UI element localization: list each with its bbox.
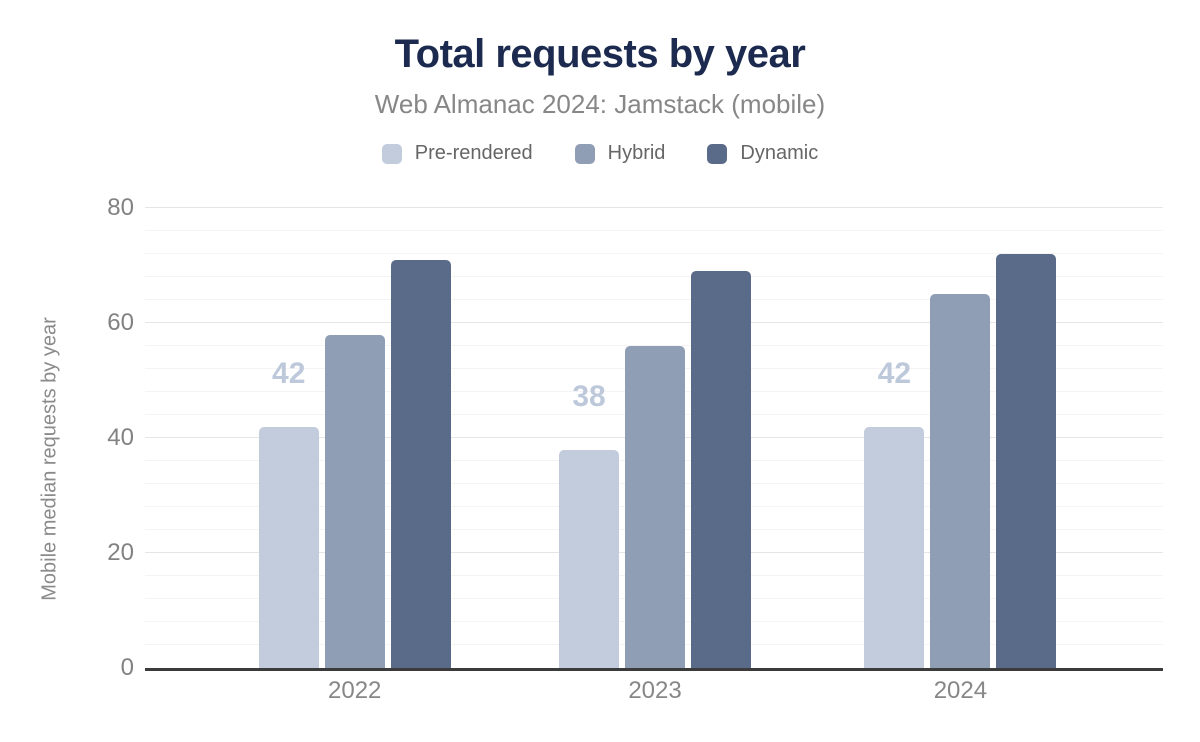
bar-pre-rendered-2024: [864, 426, 925, 668]
chart-title: Total requests by year: [394, 32, 806, 76]
y-tick-label-0: 0: [120, 654, 134, 681]
bar-hybrid-2024: [930, 294, 991, 668]
y-tick-label-20: 20: [107, 539, 134, 566]
y-tick-label-40: 40: [107, 424, 134, 451]
value-label-2024: 42: [877, 356, 912, 390]
legend-item-hybrid[interactable]: Hybrid: [574, 142, 666, 165]
legend-swatch-dynamic-icon: [707, 143, 728, 164]
bar-dynamic-2022: [390, 259, 451, 668]
gridline-minor-56: [145, 345, 1163, 346]
value-label-2023: 38: [572, 379, 606, 413]
legend-label-hybrid: Hybrid: [607, 142, 666, 164]
gridline-minor-76: [145, 230, 1163, 231]
x-tick-label-2022: 2022: [328, 677, 382, 704]
bar-hybrid-2023: [625, 346, 686, 668]
bar-pre-rendered-2022: [258, 426, 319, 668]
gridline-minor-68: [145, 276, 1163, 277]
gridline-minor-64: [145, 299, 1163, 300]
bar-hybrid-2022: [324, 334, 385, 668]
legend-swatch-hybrid-icon: [574, 143, 595, 164]
chart-legend: Pre-rendered Hybrid Dynamic: [0, 142, 1200, 165]
y-tick-label-60: 60: [107, 309, 134, 336]
value-label-2022: 42: [272, 356, 306, 390]
chart-subtitle: Web Almanac 2024: Jamstack (mobile): [374, 89, 826, 119]
plot-area: 42 38 42: [145, 207, 1163, 671]
gridline-minor-72: [145, 253, 1163, 254]
y-axis-labels: 0 20 40 60 80: [0, 196, 134, 680]
legend-label-dynamic: Dynamic: [740, 142, 819, 164]
bar-pre-rendered-2023: [559, 449, 620, 668]
bar-dynamic-2024: [996, 254, 1057, 668]
gridline-major-60: [145, 322, 1163, 323]
legend-item-pre-rendered[interactable]: Pre-rendered: [381, 142, 533, 165]
legend-swatch-pre-rendered-icon: [381, 143, 402, 164]
legend-item-dynamic[interactable]: Dynamic: [707, 142, 818, 165]
bar-dynamic-2023: [691, 271, 752, 668]
legend-label-pre-rendered: Pre-rendered: [414, 142, 533, 164]
x-axis-labels: 2022 2023 2024: [145, 677, 1163, 707]
gridline-major-80: [145, 207, 1163, 208]
x-tick-label-2024: 2024: [933, 677, 988, 704]
x-tick-label-2023: 2023: [628, 677, 682, 704]
y-tick-label-80: 80: [107, 194, 134, 221]
